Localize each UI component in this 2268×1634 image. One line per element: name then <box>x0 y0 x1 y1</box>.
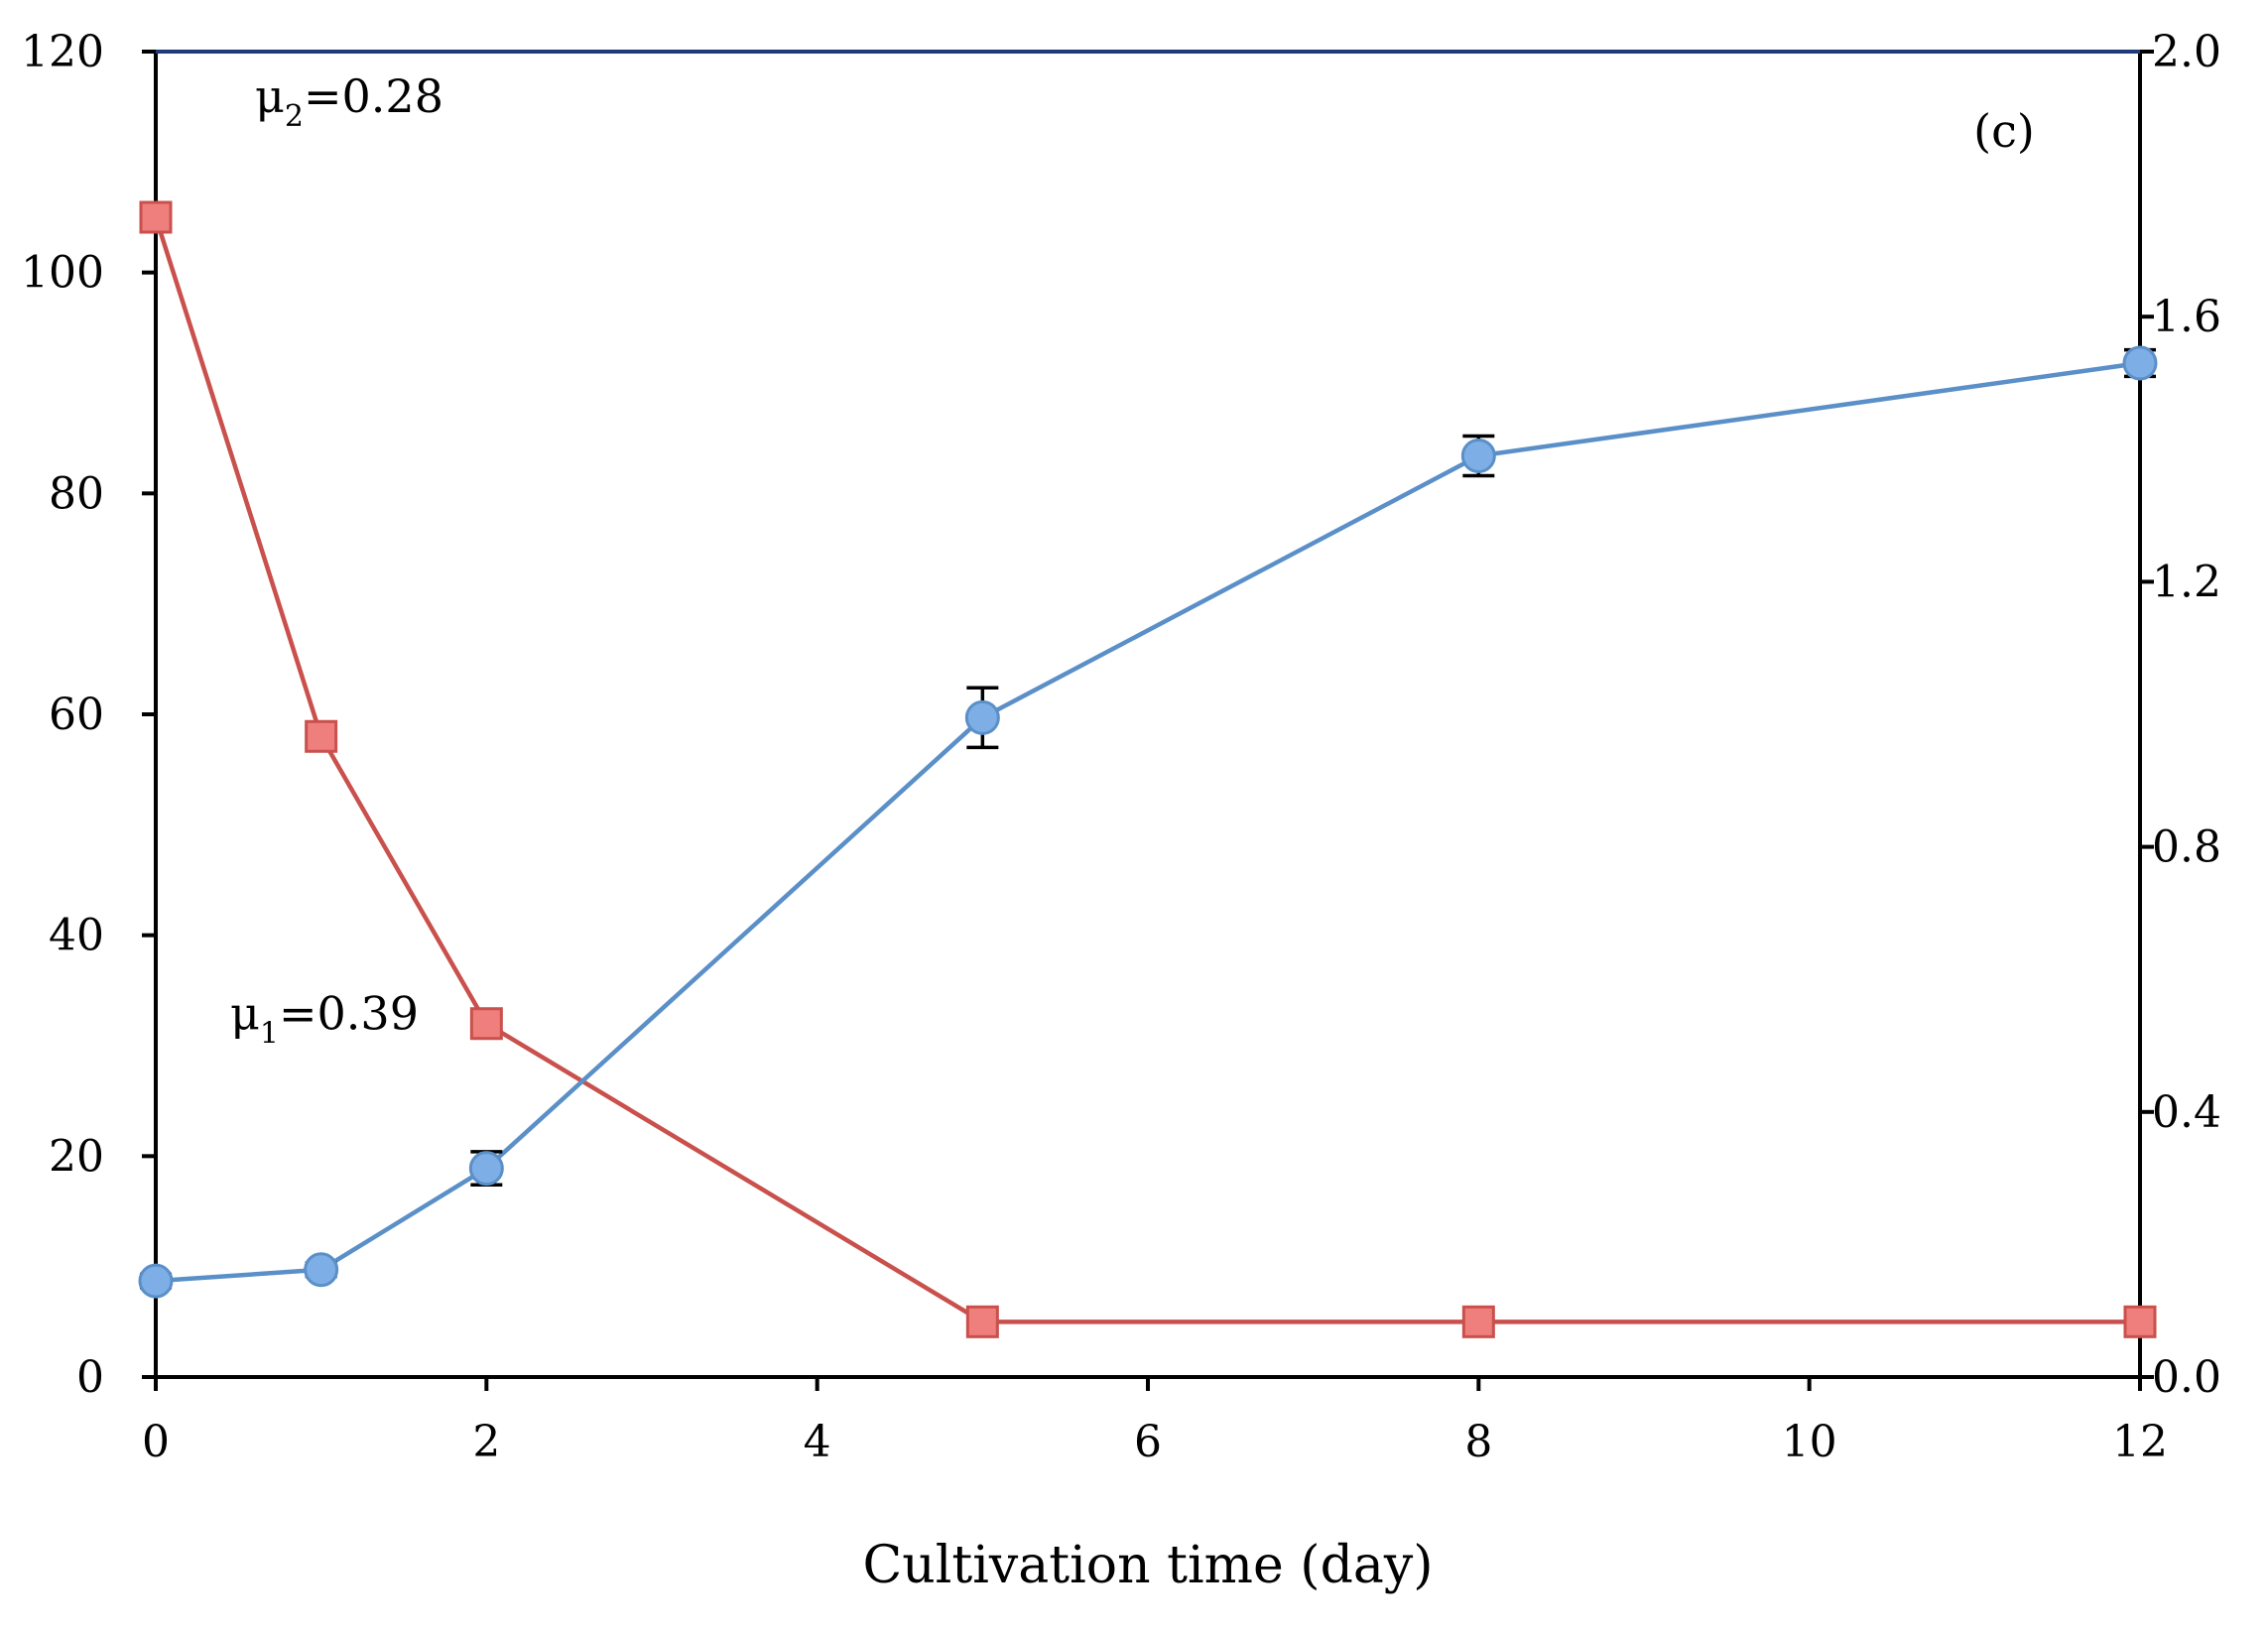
left-y-tick-label: 20 <box>49 1131 104 1182</box>
left-y-tick-label: 40 <box>49 911 104 961</box>
x-tick-label: 0 <box>142 1417 170 1467</box>
panel-label: (c) <box>1973 104 2035 158</box>
data-point-square <box>469 1007 503 1041</box>
series-line-circle <box>155 360 2141 1284</box>
data-point-square <box>305 719 338 753</box>
data-point-square <box>139 200 173 234</box>
mu-symbol: μ <box>230 986 260 1040</box>
right-y-tick-label: 0.4 <box>2152 1087 2221 1138</box>
mu-symbol: μ <box>255 69 285 123</box>
growth-rate-annotation: μ2=0.28 <box>255 69 443 134</box>
growth-rate-annotation: μ1=0.39 <box>230 986 419 1051</box>
right-y-tick-label: 2.0 <box>2152 27 2221 77</box>
mu-subscript: 2 <box>285 99 304 134</box>
left-y-tick-label: 0 <box>76 1352 104 1403</box>
left-y-tick-label: 120 <box>21 27 104 77</box>
data-point-circle <box>138 1263 174 1299</box>
data-point-circle <box>2122 345 2158 381</box>
data-point-square <box>965 1305 999 1338</box>
x-tick-label: 6 <box>1134 1417 1162 1467</box>
right-y-tick-label: 0.8 <box>2152 822 2221 873</box>
mu-value: =0.39 <box>279 986 419 1040</box>
left-y-tick-label: 80 <box>49 468 104 519</box>
series-line-square <box>153 216 2140 1324</box>
x-tick-label: 8 <box>1464 1417 1492 1467</box>
mu-value: =0.28 <box>304 69 443 123</box>
right-y-tick-label: 1.6 <box>2152 292 2221 342</box>
x-tick-label: 12 <box>2112 1417 2168 1467</box>
data-point-circle <box>468 1151 504 1187</box>
left-y-tick-label: 100 <box>21 248 104 299</box>
data-point-square <box>1461 1305 1495 1338</box>
data-point-circle <box>1460 438 1496 473</box>
x-tick-label: 4 <box>804 1417 831 1467</box>
mu-subscript: 1 <box>260 1016 279 1051</box>
x-axis-title: Cultivation time (day) <box>862 1536 1433 1595</box>
x-tick-label: 10 <box>1782 1417 1837 1467</box>
left-y-tick-label: 60 <box>49 690 104 740</box>
data-point-square <box>2123 1305 2157 1338</box>
data-point-circle <box>964 699 1000 735</box>
x-tick-label: 2 <box>472 1417 500 1467</box>
data-point-circle <box>304 1252 339 1288</box>
right-y-tick-label: 0.0 <box>2152 1352 2221 1403</box>
right-y-tick-label: 1.2 <box>2152 557 2221 607</box>
